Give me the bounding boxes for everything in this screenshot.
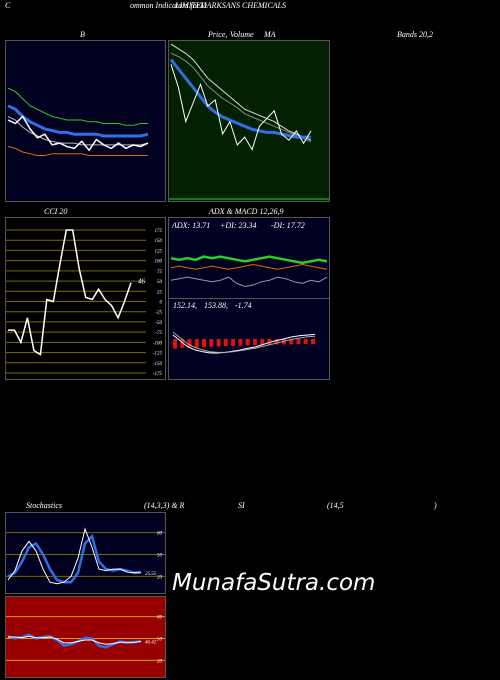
price-ma-series-4 bbox=[170, 64, 312, 151]
rsi-tick-label: 50 bbox=[157, 638, 163, 643]
cci-tick-label: 25 bbox=[157, 290, 163, 295]
price-ma-series-2 bbox=[170, 52, 312, 143]
cci-tick-label: -25 bbox=[155, 311, 162, 316]
price-ma-chart bbox=[169, 43, 329, 200]
price-panel-ma: MA bbox=[264, 30, 276, 39]
macd-bar bbox=[209, 339, 214, 347]
macd-bar bbox=[289, 339, 294, 345]
stoch-tick-label: 20 bbox=[157, 575, 163, 580]
bollinger-series-1 bbox=[7, 87, 148, 126]
macd-bar bbox=[216, 339, 221, 347]
rsi-last-value: 46.42 bbox=[145, 640, 157, 645]
stoch-d-line bbox=[7, 527, 141, 585]
macd-bar bbox=[267, 339, 272, 345]
cci-tick-label: 0 bbox=[160, 301, 163, 306]
cci-chart: 175 150 125 100 75 50 25 0 -25 -50 -75 -100 -125 -150… bbox=[6, 229, 163, 377]
cci-tick-label: -150 bbox=[153, 362, 163, 367]
macd-bar bbox=[231, 339, 236, 346]
cci-panel-title: CCI 20 bbox=[44, 207, 68, 216]
b-panel-title: B bbox=[80, 30, 85, 39]
rsi-params: (14,5 bbox=[327, 501, 344, 510]
price-ma-panel bbox=[168, 40, 330, 202]
stoch-last-value: 25.55 bbox=[145, 572, 157, 577]
adx-series-3 bbox=[170, 276, 328, 288]
cci-tick-label: 175 bbox=[155, 229, 163, 234]
macd-bar bbox=[252, 339, 257, 345]
macd-chart bbox=[172, 331, 316, 354]
rsi-tick-label: 80 bbox=[157, 616, 163, 621]
stoch-tick-label: 80 bbox=[157, 532, 163, 537]
macd-bar bbox=[238, 339, 243, 346]
bollinger-chart bbox=[7, 87, 149, 156]
adx-macd-title: ADX & MACD 12,26,9 bbox=[209, 207, 284, 216]
macd-panel: 152.14, 153.88, -1.74 bbox=[168, 298, 330, 380]
macd-bar bbox=[260, 339, 265, 345]
cci-tick-label: -50 bbox=[155, 321, 162, 326]
cci-tick-label: -125 bbox=[153, 352, 163, 357]
macd-bar bbox=[173, 339, 177, 349]
rsi-signal-line bbox=[8, 635, 142, 645]
cci-tick-label: 75 bbox=[157, 270, 163, 275]
header-volume-label: Volume bbox=[230, 30, 254, 39]
cci-panel: 175 150 125 100 75 50 25 0 -25 -50 -75 -100 -125 -150… bbox=[5, 217, 166, 380]
adx-series-2 bbox=[170, 263, 328, 270]
cci-line bbox=[8, 229, 132, 356]
macd-bar bbox=[180, 339, 185, 348]
bollinger-series-2 bbox=[7, 104, 149, 138]
stoch-title: Stochastics bbox=[26, 501, 62, 510]
rsi-panel: 80 50 20 46.42 bbox=[5, 596, 166, 678]
price-panel-title: Price, bbox=[208, 30, 228, 39]
macd-value-c: -1.74 bbox=[235, 301, 252, 310]
macd-bar bbox=[274, 339, 279, 345]
macd-bar bbox=[223, 339, 228, 347]
rsi-tick-label: 20 bbox=[157, 659, 163, 664]
bollinger-series-4 bbox=[7, 115, 149, 152]
stoch-tick-label: 50 bbox=[157, 554, 163, 559]
adx-series-1 bbox=[170, 255, 328, 265]
watermark: MunafaSutra.com bbox=[172, 570, 376, 596]
adx-value: ADX: 13.71 bbox=[172, 221, 211, 230]
macd-value-a: 152.14, bbox=[173, 301, 197, 310]
rsi-chart: 80 50 20 46.42 bbox=[6, 616, 165, 664]
bollinger-series-5 bbox=[7, 146, 148, 156]
rsi-si-label: SI bbox=[238, 501, 245, 510]
macd-bar bbox=[303, 339, 308, 345]
bollinger-panel bbox=[5, 40, 166, 202]
adx-panel: ADX: 13.71 +DI: 23.34 -DI: 17.72 bbox=[168, 217, 330, 299]
price-ma-series-1 bbox=[170, 43, 312, 141]
bands-label: Bands 20,2 bbox=[397, 30, 433, 39]
stochastics-panel: 80 50 20 25.55 bbox=[5, 512, 166, 594]
header-c-label: C bbox=[5, 1, 11, 10]
stoch-params: (14,3,3) & R bbox=[144, 501, 185, 510]
adx-chart bbox=[170, 255, 328, 288]
header-limited: LIMITED bbox=[175, 1, 207, 10]
macd-bar bbox=[311, 339, 315, 345]
rsi-params-close: ) bbox=[434, 501, 437, 510]
macd-signal-line bbox=[172, 331, 316, 353]
plus-di-value: +DI: 23.34 bbox=[220, 221, 257, 230]
cci-tick-label: 150 bbox=[155, 239, 163, 244]
cci-last-value: 46 bbox=[138, 278, 146, 286]
cci-tick-label: 125 bbox=[155, 249, 163, 254]
cci-tick-label: -100 bbox=[153, 341, 163, 346]
macd-value-b: 153.88, bbox=[204, 301, 228, 310]
cci-tick-label: 100 bbox=[155, 260, 163, 265]
macd-bar bbox=[296, 339, 301, 345]
macd-bar bbox=[187, 339, 192, 348]
cci-tick-label: 50 bbox=[157, 280, 163, 285]
cci-tick-label: -175 bbox=[153, 372, 163, 377]
cci-tick-label: -75 bbox=[155, 331, 162, 336]
macd-line bbox=[172, 333, 316, 354]
macd-bar bbox=[245, 339, 250, 346]
rsi-line bbox=[7, 633, 142, 649]
minus-di-value: -DI: 17.72 bbox=[271, 221, 305, 230]
price-ma-series-3 bbox=[169, 58, 311, 139]
header-company-name: MARKSANS CHEMICALS bbox=[200, 1, 286, 10]
macd-bar bbox=[202, 339, 207, 348]
header-common-indicators: ommon Indicators for bbox=[130, 1, 200, 10]
macd-bar bbox=[194, 339, 199, 348]
